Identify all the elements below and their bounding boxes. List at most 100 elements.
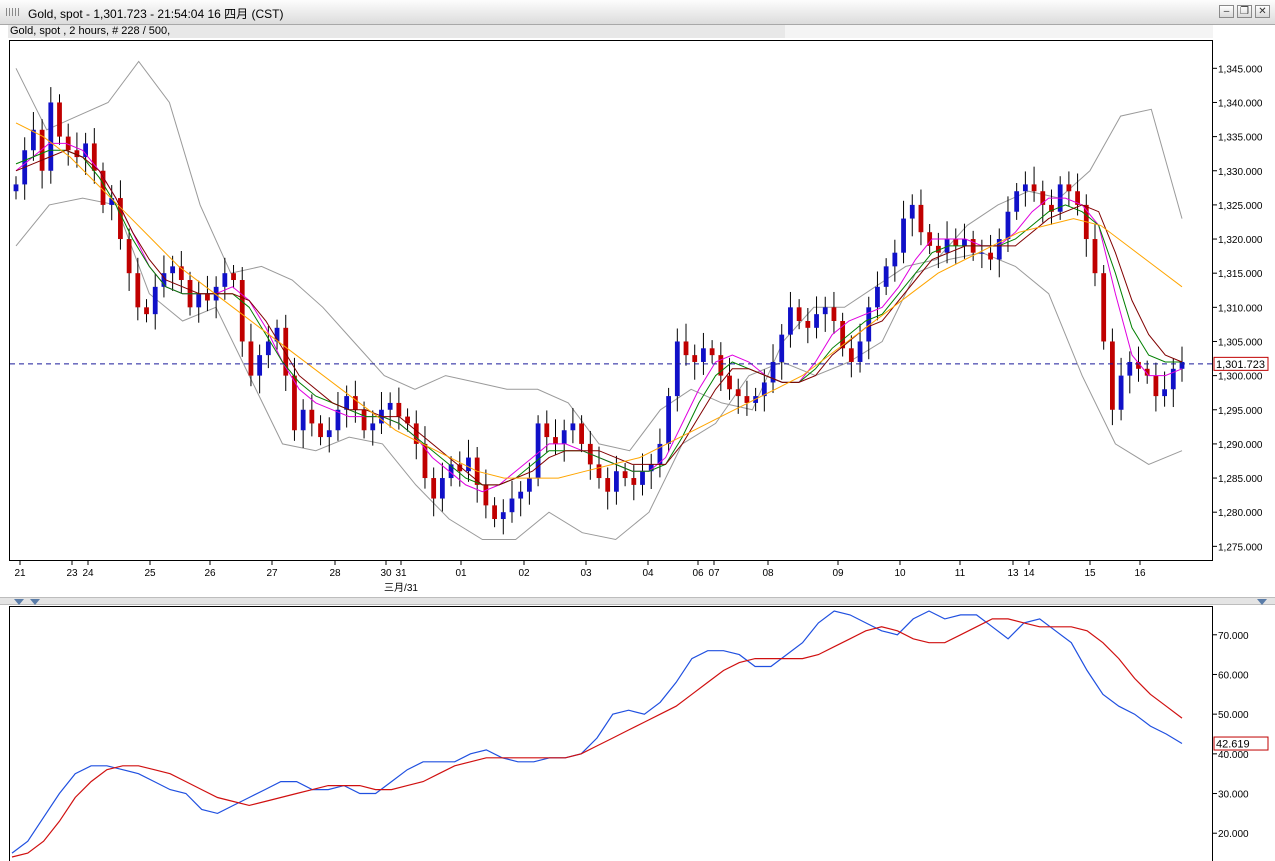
candle — [875, 271, 880, 321]
candle — [300, 399, 306, 449]
collapse-icon[interactable] — [30, 599, 40, 605]
x-tick-label: 23 — [66, 568, 78, 579]
candle — [39, 119, 45, 189]
candle-body — [413, 423, 419, 444]
y-tick-label: 1,345.000 — [1218, 64, 1263, 75]
candle-body — [466, 457, 471, 472]
candle-body — [292, 375, 297, 431]
candle-body — [605, 478, 611, 492]
panel-separator[interactable] — [0, 597, 1275, 605]
candle — [361, 401, 367, 439]
candle — [1049, 189, 1054, 225]
candle-body — [979, 252, 985, 254]
candle-body — [779, 334, 785, 362]
candle-body — [831, 307, 837, 321]
candle-body — [1066, 184, 1072, 192]
y-tick-label: 1,335.000 — [1218, 133, 1263, 144]
candle — [622, 463, 628, 487]
x-tick-label: 06 — [692, 568, 704, 579]
x-tick-label: 01 — [455, 568, 467, 579]
candle-body — [31, 129, 36, 151]
candle — [918, 189, 924, 246]
candle-body — [335, 409, 341, 431]
candle — [927, 224, 933, 255]
candle-body — [1127, 361, 1133, 376]
minimize-icon[interactable]: ‒ — [1219, 5, 1234, 18]
x-tick-label: 08 — [762, 568, 774, 579]
candle-body — [352, 396, 358, 410]
candle — [483, 469, 489, 519]
candle-body — [962, 239, 967, 246]
candle — [1144, 360, 1150, 384]
candle — [448, 456, 454, 487]
candle — [979, 239, 985, 269]
candle-body — [39, 129, 45, 171]
candle-body — [239, 280, 245, 342]
candle-body — [666, 396, 672, 444]
candle — [222, 257, 228, 300]
oscillator-line-2 — [11, 618, 1183, 858]
candle-body — [48, 102, 54, 171]
current-price-label: 1,301.723 — [1216, 359, 1265, 371]
candle — [840, 312, 846, 357]
candle — [614, 455, 619, 505]
candle — [170, 255, 176, 291]
candle-body — [361, 409, 367, 431]
candle-body — [65, 136, 71, 151]
info-bar-filler — [785, 25, 1213, 38]
candle — [692, 344, 698, 380]
candle-body — [83, 143, 89, 158]
candle-body — [944, 239, 950, 253]
candle — [996, 228, 1002, 278]
candle — [405, 408, 410, 432]
oscillator-chart[interactable]: 70.000 60.000 50.000 40.000 30.000 20.000 42.… — [0, 605, 1275, 861]
candle-body — [805, 320, 811, 328]
candle-body — [118, 198, 123, 240]
candle-body — [744, 396, 750, 403]
candle-body — [935, 245, 941, 253]
candle — [1022, 171, 1028, 207]
candle — [500, 499, 506, 535]
candle-body — [300, 409, 306, 431]
current-value-label: 42.619 — [1216, 739, 1250, 751]
candle-body — [144, 307, 149, 315]
candle-body — [448, 464, 454, 479]
indicator-maroon-line — [15, 149, 1183, 486]
candle — [413, 410, 419, 460]
candle — [274, 319, 280, 350]
restore-icon[interactable]: ❐ — [1237, 5, 1252, 18]
candle-body — [196, 293, 202, 308]
x-tick-label: 10 — [894, 568, 906, 579]
candle-body — [892, 252, 898, 267]
candle — [1031, 166, 1037, 202]
candle — [518, 481, 524, 517]
price-chart[interactable]: 1,345.000 1,340.000 1,335.000 1,330.000 1,32… — [0, 0, 1275, 597]
candle — [144, 299, 149, 323]
candle-body — [735, 389, 741, 397]
candle — [640, 453, 645, 496]
candle — [91, 128, 97, 184]
x-tick-label: 30 — [380, 568, 392, 579]
grip-icon[interactable] — [6, 8, 20, 16]
candle — [1109, 328, 1115, 426]
candle — [457, 451, 463, 487]
x-tick-label: 28 — [329, 568, 341, 579]
candle-body — [596, 464, 602, 479]
close-icon[interactable]: ✕ — [1255, 5, 1270, 18]
y-tick-label: 60.000 — [1218, 670, 1249, 681]
x-sublabel: 三月/31 — [384, 582, 418, 594]
candle-body — [483, 484, 489, 506]
collapse-icon[interactable] — [1257, 599, 1267, 605]
candle-body — [370, 423, 376, 431]
candle-body — [1136, 361, 1141, 369]
candle — [466, 439, 471, 482]
candle — [352, 380, 358, 423]
x-tick-label: 16 — [1134, 568, 1146, 579]
candle-body — [796, 307, 802, 321]
candle-body — [909, 204, 915, 219]
x-tick-label: 11 — [955, 568, 966, 579]
candle — [909, 194, 915, 237]
collapse-icon[interactable] — [14, 599, 24, 605]
candle — [683, 323, 689, 366]
candle — [761, 369, 767, 412]
